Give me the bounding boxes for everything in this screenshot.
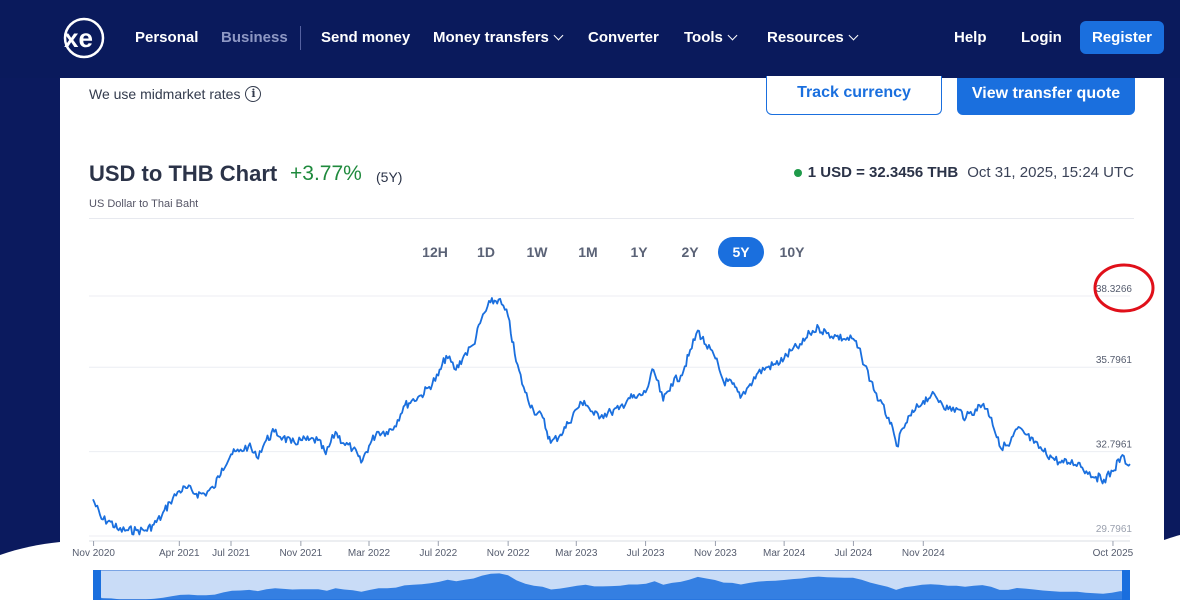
rate-value: 1 USD = 32.3456 THB xyxy=(807,164,959,181)
period-5y[interactable]: 5Y xyxy=(718,237,764,267)
nav-login[interactable]: Login xyxy=(1021,29,1062,46)
period-1d[interactable]: 1D xyxy=(477,244,495,260)
x-tick-label: Nov 2022 xyxy=(487,548,530,559)
x-tick-label: Mar 2023 xyxy=(555,548,598,559)
x-tick-label: Nov 2024 xyxy=(902,548,945,559)
percent-change: +3.77% xyxy=(290,162,362,185)
nav-tools-label: Tools xyxy=(684,29,723,46)
nav-money-transfers-label: Money transfers xyxy=(433,29,549,46)
background-curve xyxy=(0,535,1180,600)
info-icon[interactable]: i xyxy=(245,86,262,102)
header-divider xyxy=(89,218,1134,219)
chart-subtitle: US Dollar to Thai Baht xyxy=(89,198,199,210)
range-handle-left[interactable] xyxy=(93,570,101,600)
x-tick-label: Jul 2023 xyxy=(627,548,665,559)
period-1m[interactable]: 1M xyxy=(578,244,598,260)
nav-tools[interactable]: Tools xyxy=(684,29,738,46)
live-rate: 1 USD = 32.3456 THB Oct 31, 2025, 15:24 … xyxy=(793,164,1134,181)
logo-text: xe xyxy=(64,23,93,53)
x-tick-label: Apr 2021 xyxy=(159,548,200,559)
range-handle-right[interactable] xyxy=(1122,570,1130,600)
nav-business[interactable]: Business xyxy=(221,29,288,46)
y-tick-label: 35.7961 xyxy=(1096,355,1133,366)
navigator-sparkline xyxy=(94,573,1129,600)
track-currency-button[interactable]: Track currency xyxy=(766,76,942,115)
y-tick-label: 38.3266 xyxy=(1096,284,1133,295)
midmarket-text: We use midmarket rates xyxy=(89,86,241,102)
nav-personal[interactable]: Personal xyxy=(135,29,199,46)
top-navbar: xe Personal Business Send money Money tr… xyxy=(0,0,1180,78)
nav-resources-label: Resources xyxy=(767,29,844,46)
y-tick-label: 32.7961 xyxy=(1096,440,1133,451)
chart-card: We use midmarket rates i Track currency … xyxy=(60,76,1164,600)
nav-divider xyxy=(300,26,301,50)
nav-converter[interactable]: Converter xyxy=(588,29,659,46)
navigator-area xyxy=(94,573,1129,600)
x-tick-label: Mar 2024 xyxy=(763,548,806,559)
period-10y[interactable]: 10Y xyxy=(779,244,805,260)
nav-send-money[interactable]: Send money xyxy=(321,29,411,46)
midmarket-note: We use midmarket rates i xyxy=(89,86,262,102)
chart-title: USD to THB Chart xyxy=(89,161,278,186)
chevron-down-icon xyxy=(553,30,564,41)
live-status-icon xyxy=(793,168,802,177)
y-tick-label: 29.7961 xyxy=(1096,524,1133,535)
nav-money-transfers[interactable]: Money transfers xyxy=(433,29,564,46)
chevron-down-icon xyxy=(848,30,859,41)
x-tick-label: Jul 2021 xyxy=(212,548,250,559)
nav-resources[interactable]: Resources xyxy=(767,29,859,46)
nav-help[interactable]: Help xyxy=(954,29,987,46)
period-selector: 12H 1D 1W 1M 1Y 2Y 5Y 10Y xyxy=(412,237,815,267)
x-tick-label: Jul 2022 xyxy=(419,548,457,559)
x-tick-label: Mar 2022 xyxy=(348,548,391,559)
x-tick-label: Nov 2020 xyxy=(72,548,115,559)
series-line xyxy=(92,297,1131,536)
x-tick-label: Nov 2021 xyxy=(279,548,322,559)
view-transfer-quote-button[interactable]: View transfer quote xyxy=(957,78,1135,115)
xe-logo[interactable]: xe xyxy=(58,16,106,60)
rate-timestamp: Oct 31, 2025, 15:24 UTC xyxy=(967,164,1134,181)
annotation-circle xyxy=(1093,263,1155,313)
change-period: (5Y) xyxy=(376,169,403,185)
x-tick-label: Nov 2023 xyxy=(694,548,737,559)
x-tick-label: Jul 2024 xyxy=(835,548,873,559)
x-tick-label: Oct 2025 xyxy=(1093,548,1134,559)
chevron-down-icon xyxy=(727,30,738,41)
line-chart[interactable]: 38.3266 35.7961 32.7961 29.7961 Nov 2020 Apr … xyxy=(60,78,1164,600)
period-1w[interactable]: 1W xyxy=(526,244,548,260)
period-2y[interactable]: 2Y xyxy=(681,244,699,260)
register-button[interactable]: Register xyxy=(1080,21,1164,54)
period-12h[interactable]: 12H xyxy=(422,244,448,260)
period-1y[interactable]: 1Y xyxy=(630,244,648,260)
